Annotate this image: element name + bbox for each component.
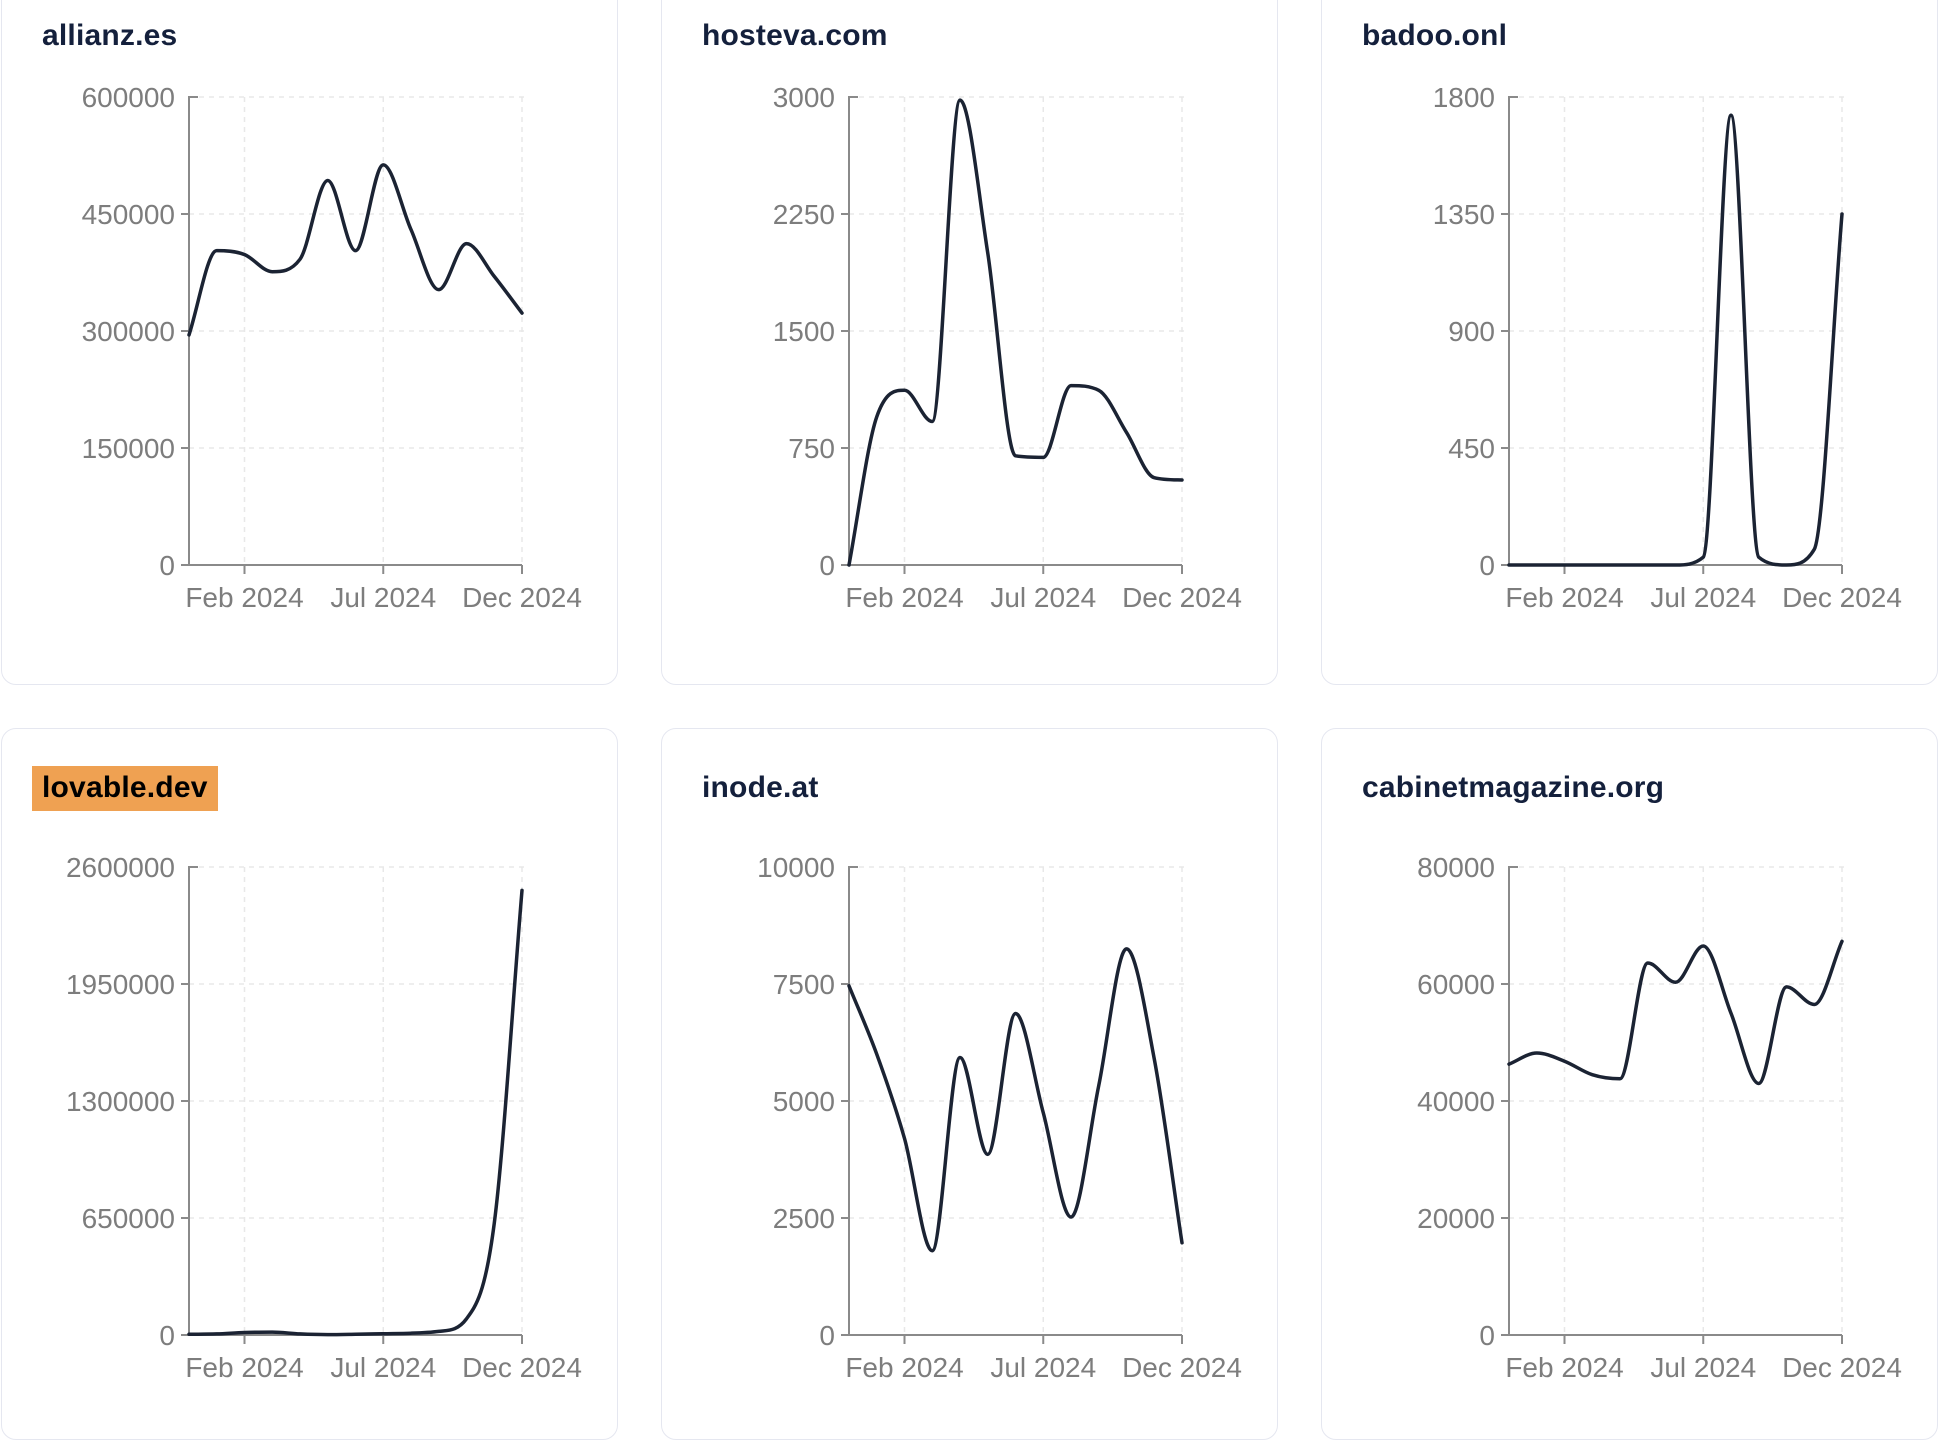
y-tick-label: 0: [1479, 1320, 1495, 1351]
data-line: [1507, 113, 1844, 567]
y-tick-label: 1800: [1433, 82, 1495, 113]
x-tick-label: Dec 2024: [1782, 1352, 1902, 1383]
chart-title-text: badoo.onl: [1362, 19, 1508, 52]
chart-title-text: cabinetmagazine.org: [1362, 771, 1665, 804]
y-tick-label: 2500: [773, 1203, 835, 1234]
y-tick-label: 1350: [1433, 199, 1495, 230]
x-tick-label: Feb 2024: [845, 582, 963, 613]
x-tick-label: Jul 2024: [330, 582, 436, 613]
chart-title: hosteva.com: [702, 19, 888, 53]
x-tick-label: Dec 2024: [462, 1352, 582, 1383]
y-tick-label: 650000: [82, 1203, 175, 1234]
line-chart: 0 150000 300000 450000 600000 Feb 2024 Jul 202…: [82, 82, 582, 613]
x-tick-label: Dec 2024: [1122, 582, 1242, 613]
y-tick-label: 0: [159, 1320, 175, 1351]
x-tick-label: Dec 2024: [462, 582, 582, 613]
y-tick-label: 300000: [82, 316, 175, 347]
chart-card: badoo.onl 0 450 900 1350 1800 Feb 2024 Jul 202…: [1321, 0, 1938, 685]
y-tick-label: 10000: [757, 852, 835, 883]
chart-title: allianz.es: [42, 19, 177, 53]
y-tick-label: 40000: [1417, 1086, 1495, 1117]
y-tick-label: 150000: [82, 433, 175, 464]
x-tick-label: Jul 2024: [1650, 582, 1756, 613]
y-tick-label: 1950000: [66, 969, 175, 1000]
data-line: [187, 163, 524, 337]
x-tick-label: Dec 2024: [1782, 582, 1902, 613]
chart-title-text: inode.at: [702, 771, 819, 804]
y-tick-label: 7500: [773, 969, 835, 1000]
chart-title: inode.at: [702, 771, 819, 805]
chart-card: allianz.es 0 150000 300000 450000 600000 Feb …: [1, 0, 618, 685]
y-tick-label: 1500: [773, 316, 835, 347]
line-chart: 0 2500 5000 7500 10000 Feb 2024 Jul 2024 Dec 20…: [757, 852, 1242, 1383]
chart-card: lovable.dev 0 650000 1300000 1950000 2600000…: [1, 728, 618, 1440]
data-line: [1507, 939, 1844, 1086]
y-tick-label: 2250: [773, 199, 835, 230]
x-tick-label: Jul 2024: [1650, 1352, 1756, 1383]
chart-title-text: allianz.es: [42, 19, 178, 52]
data-line: [847, 98, 1184, 567]
x-tick-label: Feb 2024: [845, 1352, 963, 1383]
y-tick-label: 60000: [1417, 969, 1495, 1000]
y-tick-label: 0: [1479, 550, 1495, 581]
y-tick-label: 0: [819, 1320, 835, 1351]
y-tick-label: 5000: [773, 1086, 835, 1117]
line-chart: 0 750 1500 2250 3000 Feb 2024 Jul 2024 Dec 2024: [773, 82, 1242, 613]
x-tick-label: Dec 2024: [1122, 1352, 1242, 1383]
x-tick-label: Jul 2024: [990, 582, 1096, 613]
x-tick-label: Feb 2024: [185, 1352, 303, 1383]
y-tick-label: 20000: [1417, 1203, 1495, 1234]
y-tick-label: 3000: [773, 82, 835, 113]
chart-title-text: hosteva.com: [702, 19, 888, 52]
x-tick-label: Feb 2024: [1505, 582, 1623, 613]
y-tick-label: 0: [159, 550, 175, 581]
y-tick-label: 0: [819, 550, 835, 581]
data-line: [847, 947, 1184, 1253]
chart-card: cabinetmagazine.org 0 20000 40000 60000 8000…: [1321, 728, 1938, 1440]
line-chart: 0 20000 40000 60000 80000 Feb 2024 Jul 2024 Dec…: [1417, 852, 1902, 1383]
chart-title-text: lovable.dev: [32, 766, 218, 811]
data-line: [187, 888, 524, 1337]
y-tick-label: 2600000: [66, 852, 175, 883]
x-tick-label: Feb 2024: [185, 582, 303, 613]
chart-title: cabinetmagazine.org: [1362, 771, 1664, 805]
y-tick-label: 1300000: [66, 1086, 175, 1117]
chart-card: inode.at 0 2500 5000 7500 10000 Feb 2024 Jul 2…: [661, 728, 1278, 1440]
x-tick-label: Jul 2024: [330, 1352, 436, 1383]
y-tick-label: 900: [1448, 316, 1495, 347]
y-tick-label: 450: [1448, 433, 1495, 464]
chart-title: lovable.dev: [32, 766, 218, 811]
y-tick-label: 450000: [82, 199, 175, 230]
y-tick-label: 80000: [1417, 852, 1495, 883]
x-tick-label: Feb 2024: [1505, 1352, 1623, 1383]
x-tick-label: Jul 2024: [990, 1352, 1096, 1383]
chart-title: badoo.onl: [1362, 19, 1507, 53]
chart-card: hosteva.com 0 750 1500 2250 3000 Feb 2024 Jul …: [661, 0, 1278, 685]
line-chart: 0 650000 1300000 1950000 2600000 Feb 2024 Jul …: [66, 852, 582, 1383]
line-chart: 0 450 900 1350 1800 Feb 2024 Jul 2024 Dec 2024: [1433, 82, 1902, 613]
y-tick-label: 750: [788, 433, 835, 464]
y-tick-label: 600000: [82, 82, 175, 113]
